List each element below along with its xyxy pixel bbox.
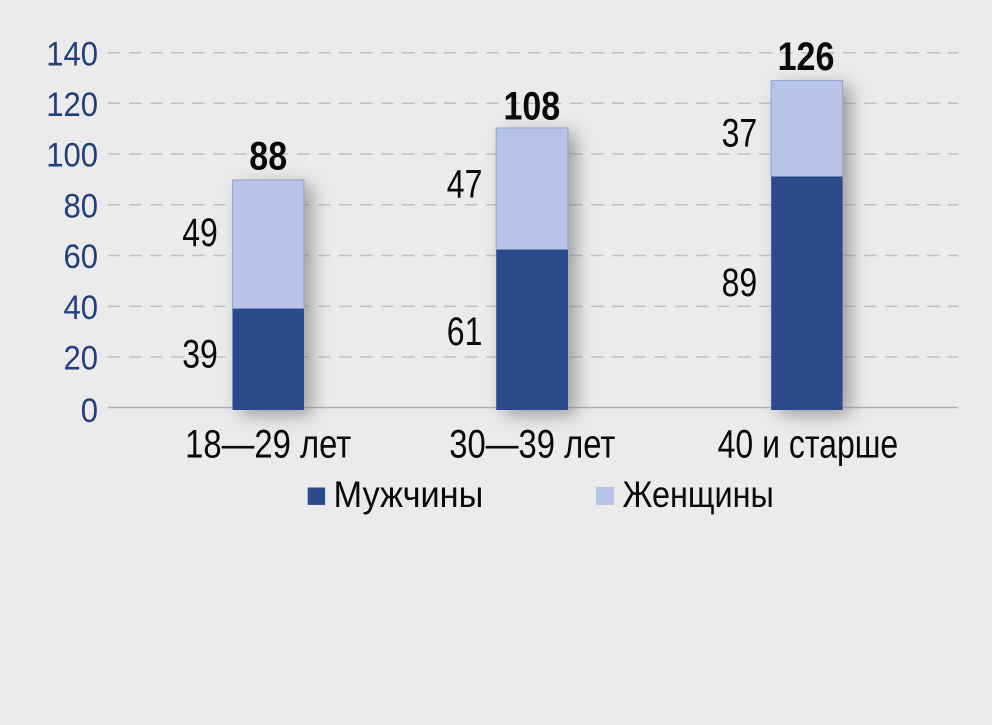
svg-text:100: 100 xyxy=(46,135,98,174)
svg-text:0: 0 xyxy=(81,390,98,429)
svg-text:140: 140 xyxy=(46,34,98,73)
svg-text:20: 20 xyxy=(63,338,98,377)
svg-text:80: 80 xyxy=(63,186,98,225)
svg-text:108: 108 xyxy=(503,83,560,128)
svg-text:Мужчины: Мужчины xyxy=(334,472,484,515)
svg-text:60: 60 xyxy=(63,237,98,276)
svg-text:88: 88 xyxy=(249,133,287,178)
svg-text:89: 89 xyxy=(722,260,758,305)
svg-text:120: 120 xyxy=(46,84,98,123)
svg-text:47: 47 xyxy=(447,161,483,206)
svg-text:40 и старше: 40 и старше xyxy=(718,421,899,466)
svg-text:40: 40 xyxy=(63,287,98,326)
svg-text:18—29 лет: 18—29 лет xyxy=(185,421,351,466)
svg-text:39: 39 xyxy=(182,331,218,376)
svg-text:30—39 лет: 30—39 лет xyxy=(449,421,615,466)
svg-text:37: 37 xyxy=(722,110,758,155)
svg-text:Женщины: Женщины xyxy=(623,474,774,516)
svg-text:49: 49 xyxy=(182,210,218,255)
svg-text:61: 61 xyxy=(447,309,483,354)
svg-text:126: 126 xyxy=(778,33,835,78)
